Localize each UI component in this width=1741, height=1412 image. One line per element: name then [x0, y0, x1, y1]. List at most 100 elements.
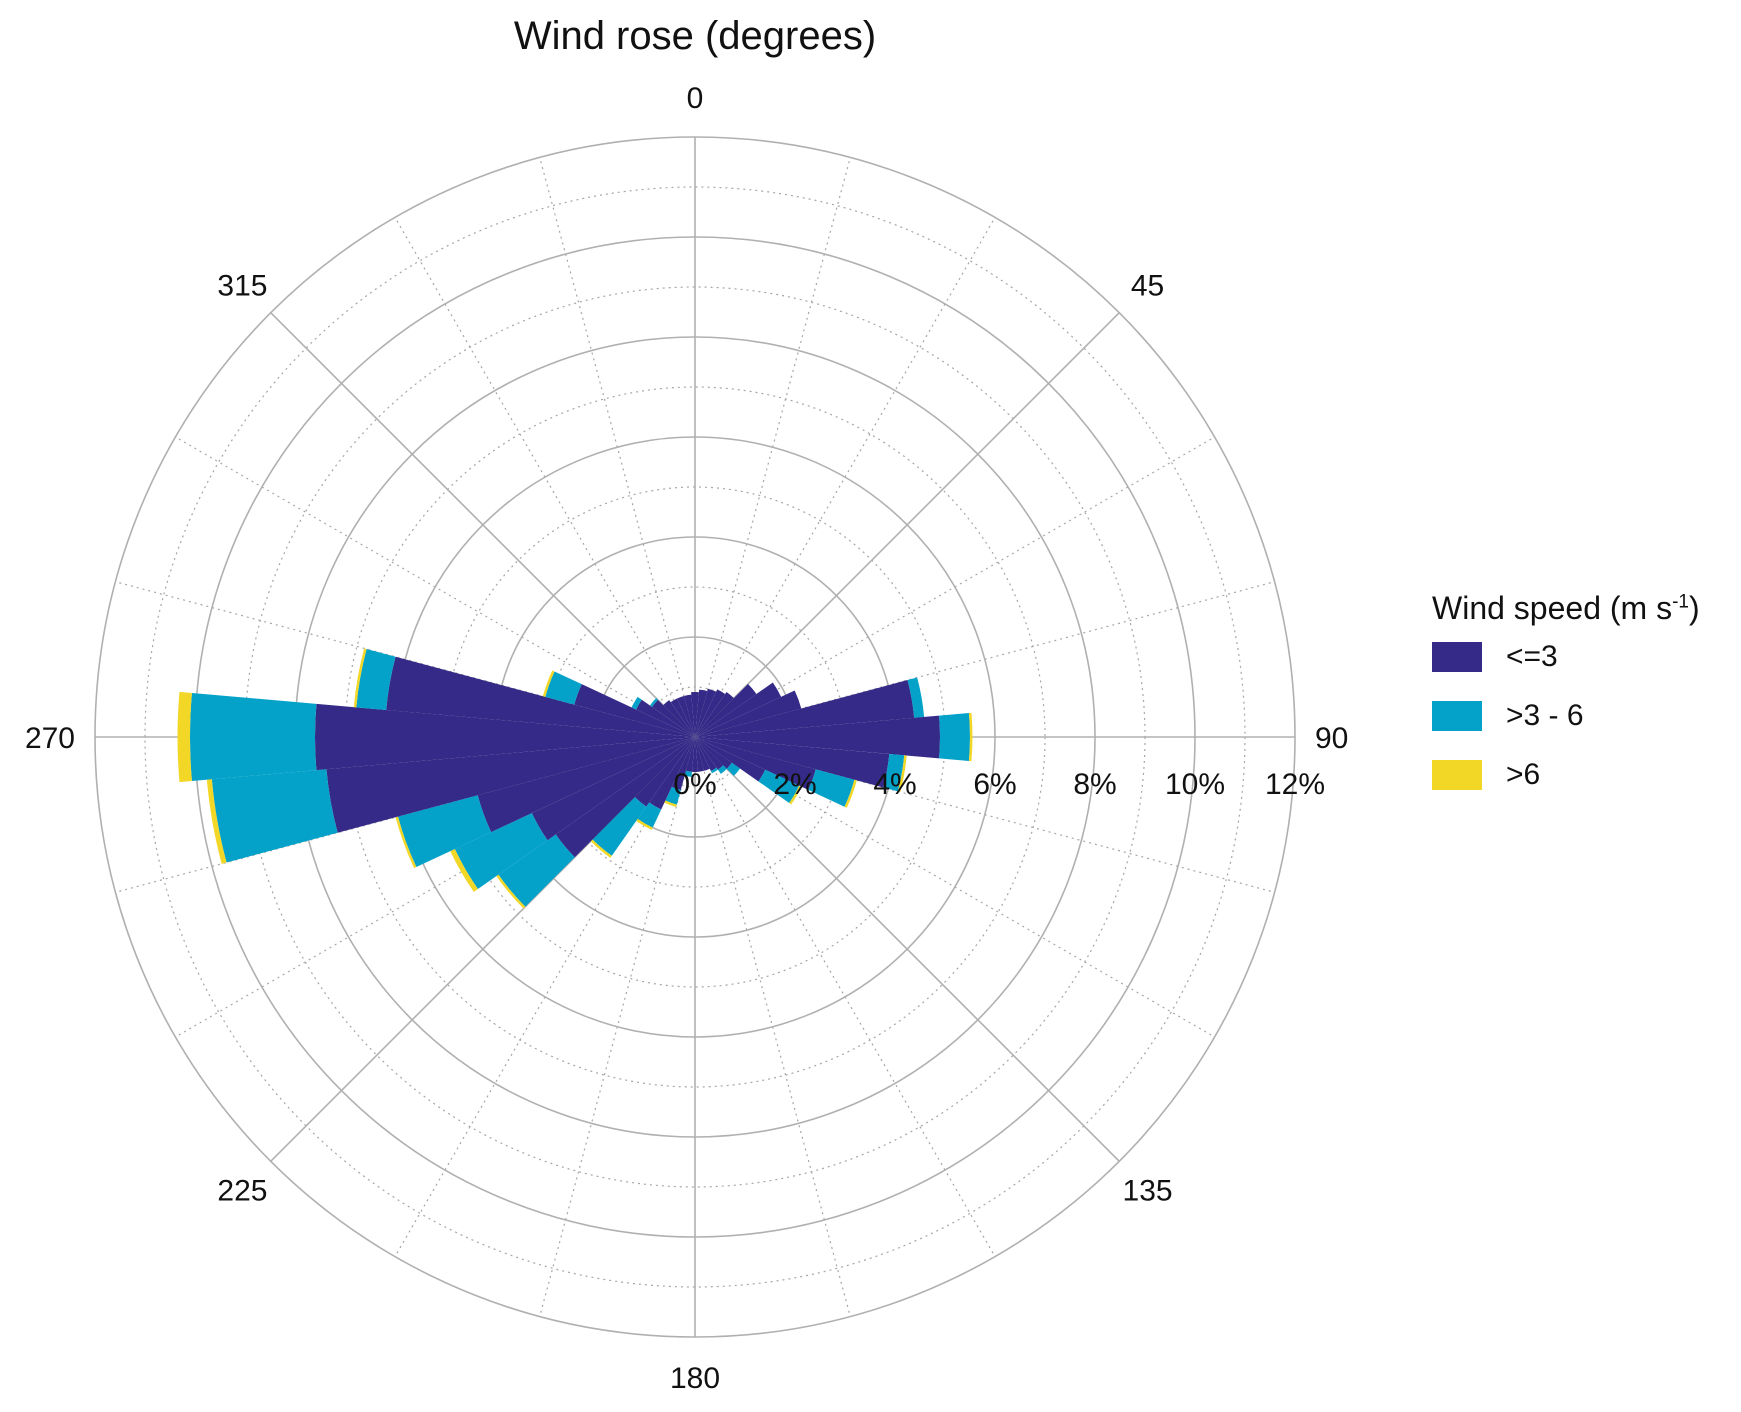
sector-mid — [649, 698, 658, 707]
sector-low — [695, 680, 915, 737]
sector-low — [685, 737, 695, 772]
sector-low — [691, 737, 699, 772]
radial-tick-label: 8% — [1073, 768, 1116, 801]
sector-low — [695, 689, 708, 737]
direction-label: 135 — [1123, 1175, 1173, 1208]
sector-low — [695, 715, 940, 759]
sector-high — [789, 785, 802, 805]
legend: Wind speed (m s-1) <=3 >3 - 6 >6 — [1432, 590, 1700, 804]
sector-low — [695, 737, 705, 772]
sector-low — [477, 737, 695, 833]
sector-mid — [717, 765, 727, 774]
radial-tick-label: 12% — [1265, 768, 1325, 801]
direction-label: 225 — [217, 1175, 267, 1208]
sector-low — [691, 692, 699, 737]
legend-item-high: >6 — [1432, 745, 1700, 804]
sector-mid — [454, 813, 548, 889]
sector-high — [542, 670, 555, 697]
sector-mid — [907, 677, 925, 718]
direction-label: 90 — [1315, 722, 1348, 755]
sector-mid — [684, 770, 692, 777]
sector-mid — [939, 713, 970, 761]
sector-low — [649, 737, 695, 810]
sector-mid — [189, 692, 317, 782]
sector-high — [664, 800, 677, 808]
sector-low — [326, 737, 695, 833]
legend-item-mid: >3 - 6 — [1432, 686, 1700, 745]
sector-low — [386, 656, 695, 737]
sector-low — [677, 695, 695, 737]
direction-label: 315 — [217, 269, 267, 302]
chart-title: Wind rose (degrees) — [513, 14, 877, 58]
sector-low — [651, 699, 695, 737]
sector-mid — [637, 802, 662, 828]
sector-mid — [211, 769, 338, 863]
grid-spoke-major — [270, 312, 696, 738]
sector-high — [177, 691, 192, 783]
sector-mid — [665, 786, 681, 805]
sector-high — [968, 712, 973, 762]
sector-mid — [808, 769, 855, 807]
sector-low — [555, 737, 695, 858]
sector-low — [695, 737, 717, 771]
sector-mid — [883, 753, 905, 792]
sector-low — [695, 737, 766, 782]
radial-tick-label: 10% — [1165, 768, 1225, 801]
sector-high — [450, 848, 478, 892]
legend-label-high: >6 — [1506, 757, 1541, 791]
sector-low — [671, 737, 695, 791]
legend-swatch-high — [1432, 759, 1482, 790]
sector-low — [695, 682, 782, 737]
grid-spoke-major — [694, 312, 1120, 738]
sector-mid — [592, 797, 647, 856]
sector-high — [206, 779, 227, 864]
legend-label-low: <=3 — [1506, 639, 1558, 673]
sector-low — [695, 691, 734, 737]
direction-label: 0 — [687, 82, 704, 115]
sector-high — [496, 874, 526, 909]
legend-swatch-mid — [1432, 700, 1482, 731]
radial-tick-label: 2% — [773, 768, 816, 801]
direction-label: 270 — [25, 722, 75, 755]
legend-swatch-low — [1432, 641, 1482, 672]
sector-low — [684, 694, 695, 737]
sector-low — [636, 699, 695, 737]
grid-spoke-major — [694, 736, 1120, 1162]
sector-high — [395, 816, 417, 869]
sector-low — [695, 737, 732, 769]
sector-low — [695, 683, 757, 737]
sector-low — [670, 698, 695, 737]
sector-mid — [631, 696, 642, 710]
legend-title-superscript: -1 — [1672, 591, 1689, 613]
sector-low — [695, 690, 802, 737]
sector-low — [695, 688, 717, 737]
sector-low — [695, 689, 726, 737]
sector-mid — [397, 795, 492, 867]
sector-high — [353, 648, 367, 708]
wind-sectors — [177, 648, 973, 909]
sector-low — [695, 737, 816, 790]
sector-low — [695, 737, 890, 788]
sector-mid — [356, 649, 396, 710]
sector-low — [574, 684, 695, 737]
sector-high — [897, 755, 907, 792]
sector-high — [636, 818, 653, 830]
direction-label: 45 — [1131, 269, 1164, 302]
sector-low — [695, 737, 724, 770]
radial-tick-label: 6% — [973, 768, 1016, 801]
sector-low — [314, 703, 695, 771]
axis-labels: 0 45 90 135 180 225 270 315 0% 2% 4% 6% 8% 10% 12% — [25, 82, 1348, 1395]
sector-low — [695, 737, 710, 771]
legend-label-mid: >3 - 6 — [1506, 698, 1584, 732]
legend-title: Wind speed (m s-1) — [1432, 590, 1700, 626]
sector-mid — [758, 769, 800, 803]
sector-mid — [710, 767, 718, 774]
sector-low — [663, 700, 695, 737]
legend-item-low: <=3 — [1432, 627, 1700, 686]
radial-tick-label: 4% — [873, 768, 916, 801]
sector-mid — [498, 834, 575, 907]
sector-high — [844, 779, 857, 808]
sector-high — [590, 839, 612, 858]
sector-low — [634, 737, 695, 807]
